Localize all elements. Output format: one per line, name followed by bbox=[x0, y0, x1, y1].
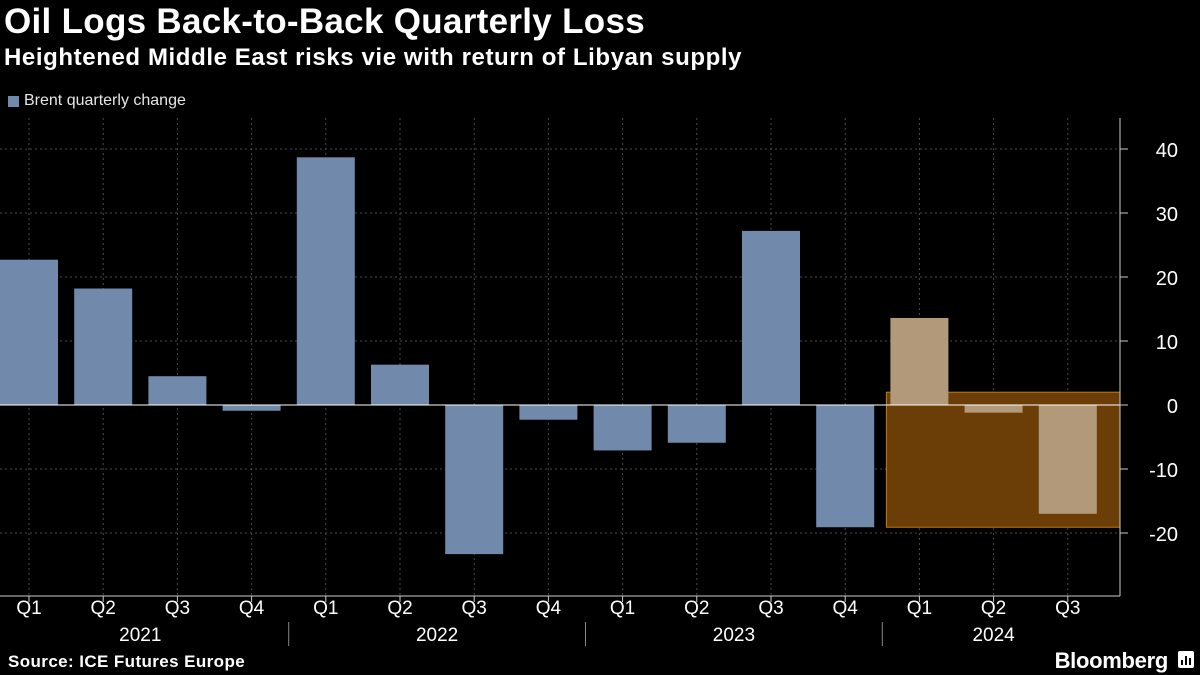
y-tick-label: 30 bbox=[1156, 204, 1178, 226]
bar-q2 bbox=[371, 364, 429, 405]
x-tick-label: Q3 bbox=[165, 598, 190, 619]
y-tick-label: -20 bbox=[1149, 524, 1178, 546]
year-label: 2021 bbox=[119, 625, 161, 646]
y-tick-label: 10 bbox=[1156, 332, 1178, 354]
x-tick-label: Q2 bbox=[91, 598, 116, 619]
chart-title: Oil Logs Back-to-Back Quarterly Loss bbox=[4, 2, 645, 41]
bar-q1 bbox=[593, 405, 652, 451]
legend-swatch bbox=[8, 95, 19, 107]
bar-q4 bbox=[816, 405, 875, 528]
bar-q1 bbox=[890, 317, 949, 405]
chart-icon bbox=[1178, 651, 1194, 668]
bar-q3 bbox=[1038, 405, 1097, 514]
bar-q3 bbox=[742, 230, 800, 405]
x-tick-label: Q1 bbox=[16, 598, 41, 619]
y-tick-label: 40 bbox=[1156, 140, 1178, 162]
x-tick-label: Q3 bbox=[462, 598, 487, 619]
source-note: Source: ICE Futures Europe bbox=[8, 652, 246, 671]
x-tick-label: Q4 bbox=[239, 598, 265, 619]
x-tick-label: Q4 bbox=[833, 598, 859, 619]
bar-q2 bbox=[74, 288, 133, 405]
x-tick-label: Q2 bbox=[387, 598, 412, 619]
year-label: 2024 bbox=[972, 625, 1015, 646]
legend: Brent quarterly change bbox=[8, 92, 186, 110]
year-label: 2023 bbox=[713, 625, 755, 646]
legend-label: Brent quarterly change bbox=[24, 92, 186, 109]
x-tick-label: Q1 bbox=[313, 598, 338, 619]
bar-q4 bbox=[519, 405, 578, 420]
bar-q1 bbox=[0, 259, 58, 405]
bar-q2 bbox=[964, 405, 1023, 413]
x-tick-label: Q1 bbox=[907, 598, 932, 619]
x-tick-label: Q2 bbox=[981, 598, 1006, 619]
x-tick-label: Q2 bbox=[684, 598, 709, 619]
chart-subtitle: Heightened Middle East risks vie with re… bbox=[4, 44, 743, 71]
bar-q4 bbox=[222, 405, 281, 411]
y-tick-label: 20 bbox=[1156, 268, 1178, 290]
year-label: 2022 bbox=[416, 625, 458, 646]
bar-q3 bbox=[445, 405, 504, 555]
bar-q3 bbox=[148, 376, 207, 405]
x-tick-label: Q3 bbox=[1055, 598, 1080, 619]
x-tick-label: Q4 bbox=[536, 598, 562, 619]
y-tick-label: 0 bbox=[1167, 396, 1178, 418]
bloomberg-logo: Bloomberg bbox=[1054, 648, 1169, 673]
x-tick-label: Q1 bbox=[610, 598, 635, 619]
bar-q1 bbox=[296, 157, 355, 405]
y-tick-label: -10 bbox=[1149, 460, 1178, 482]
bar-q2 bbox=[667, 405, 726, 443]
x-tick-label: Q3 bbox=[758, 598, 783, 619]
